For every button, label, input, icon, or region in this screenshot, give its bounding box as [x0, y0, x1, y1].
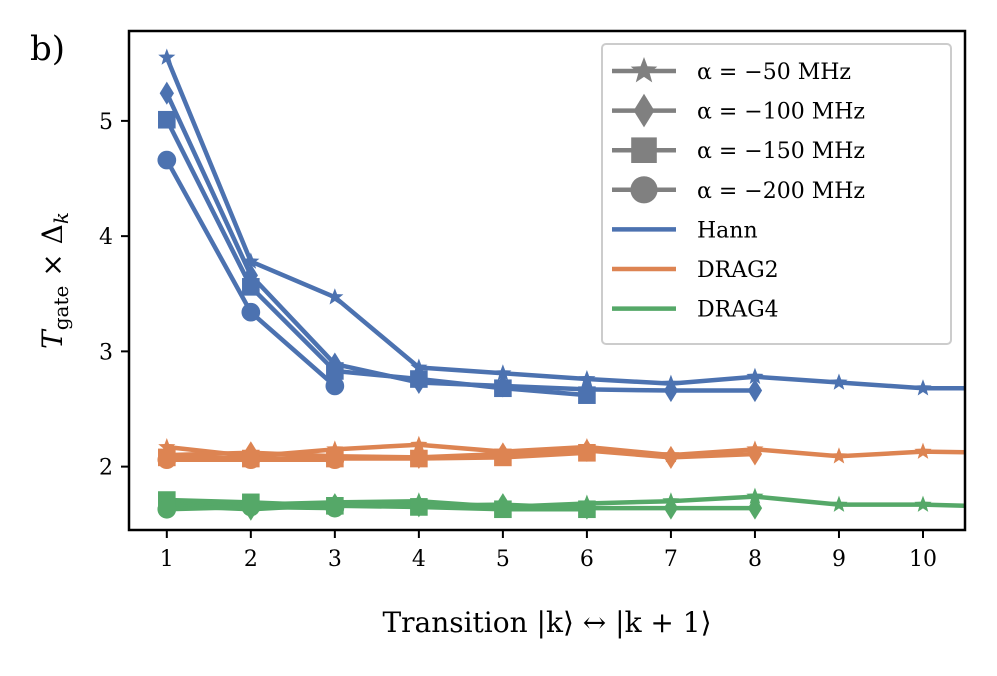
data-point-hann-alpha-50-1	[158, 48, 176, 65]
data-point-drag4-alpha-100-8	[747, 496, 763, 520]
data-point-drag4-alpha-50-8	[746, 487, 764, 504]
x-tick-label-3: 3	[328, 547, 342, 572]
axes: 1 2 3 4 5 6 7 8 9 10 2 3 4 5 Transition |k⟩ ↔ |k + 1⟩ T…	[36, 29, 967, 639]
data-point-hann-alpha-200-2	[241, 302, 261, 322]
data-point-drag2-alpha-200-3	[325, 450, 345, 470]
data-point-hann-alpha-50-5	[494, 364, 512, 381]
series-line-hann-alpha-150	[164, 117, 590, 398]
data-point-hann-alpha-50-3	[326, 288, 344, 305]
legend-label: Hann	[697, 218, 758, 243]
data-point-drag4-alpha-150-5	[494, 500, 512, 519]
data-point-hann-alpha-50-8	[746, 367, 764, 385]
x-tick-label-9: 9	[832, 547, 846, 572]
y-axis-label-part: × Δ	[36, 224, 69, 285]
data-point-drag4-alpha-100-7	[663, 496, 679, 520]
y-tick-label-5: 5	[99, 110, 113, 135]
legend-marker-square	[631, 137, 657, 163]
legend-label: α = −200 MHz	[697, 179, 865, 204]
data-point-hann-alpha-50-9	[830, 373, 848, 390]
data-point-hann-alpha-150-3	[326, 362, 344, 380]
x-tick-label-1: 1	[160, 547, 174, 572]
y-tick-label-4: 4	[99, 225, 113, 250]
data-point-hann-alpha-150-2	[242, 278, 260, 296]
legend-entry-1: α = −50 MHz	[612, 57, 851, 85]
data-point-drag2-alpha-150-6	[578, 443, 596, 462]
data-point-hann-alpha-50-2	[242, 252, 260, 269]
plot-frame	[127, 29, 967, 532]
legend-label: α = −50 MHz	[697, 60, 851, 85]
x-tick-label-7: 7	[664, 547, 678, 572]
data-point-drag4-alpha-50-10	[914, 495, 932, 512]
data-point-hann-alpha-100-8	[747, 379, 763, 403]
series-line-drag4-alpha-150	[164, 497, 590, 512]
panel-label: b)	[30, 29, 65, 69]
data-point-drag4-alpha-50-9	[830, 495, 848, 512]
x-tick-label-2: 2	[244, 547, 258, 572]
data-point-hann-alpha-150-6	[578, 386, 596, 404]
legend: α = −50 MHz α = −100 MHz α = −150 MHz α = −…	[601, 43, 952, 345]
legend-box	[601, 43, 952, 345]
x-tick-label-10: 10	[909, 547, 937, 572]
y-axis-label: Tgate × Δk	[36, 212, 73, 349]
legend-entry-3: α = −150 MHz	[612, 137, 865, 164]
data-point-hann-alpha-50-10	[914, 379, 932, 396]
data-point-drag4-alpha-150-6	[578, 500, 596, 519]
y-axis-label-part: k	[49, 212, 73, 224]
data-point-drag2-alpha-150-4	[410, 449, 428, 468]
x-tick-label-5: 5	[496, 547, 510, 572]
legend-label: α = −100 MHz	[697, 100, 865, 125]
data-point-drag2-alpha-50-9	[830, 447, 848, 464]
data-point-drag2-alpha-50-4	[410, 435, 428, 452]
data-point-hann-alpha-150-5	[494, 379, 512, 398]
legend-entry-5: Hann	[612, 218, 758, 243]
legend-label: α = −150 MHz	[697, 139, 865, 164]
legend-label: DRAG2	[697, 258, 779, 283]
data-point-drag4-alpha-200-2	[241, 497, 261, 517]
data-point-hann-alpha-50-4	[410, 358, 428, 375]
legend-label: DRAG4	[697, 298, 779, 323]
data-point-drag2-alpha-150-5	[494, 448, 512, 467]
plot-area	[157, 48, 965, 521]
legend-entry-4: α = −200 MHz	[612, 176, 865, 204]
data-point-drag2-alpha-100-8	[747, 442, 763, 466]
data-point-hann-alpha-200-1	[157, 150, 177, 170]
legend-marker-diamond	[633, 93, 655, 128]
data-point-drag2-alpha-200-1	[157, 450, 177, 470]
legend-marker-star	[630, 57, 658, 83]
x-tick-label-8: 8	[748, 547, 762, 572]
data-point-drag2-alpha-100-7	[663, 445, 679, 469]
y-tick-label-2: 2	[99, 456, 113, 481]
legend-marker-circle	[630, 176, 658, 204]
data-point-drag2-alpha-50-10	[914, 442, 932, 459]
y-axis-label-part: gate	[49, 286, 73, 331]
data-point-drag4-alpha-150-4	[410, 498, 428, 516]
legend-entry-2: α = −100 MHz	[612, 93, 865, 128]
x-tick-label-6: 6	[580, 547, 594, 572]
x-tick-label-4: 4	[412, 547, 426, 572]
data-point-drag4-alpha-200-1	[157, 499, 177, 519]
series-line-drag2-alpha-100	[164, 448, 758, 460]
data-point-hann-alpha-100-1	[159, 81, 174, 105]
legend-entry-6: DRAG2	[612, 258, 779, 283]
data-point-hann-alpha-100-7	[663, 379, 679, 403]
data-point-hann-alpha-200-3	[325, 376, 345, 396]
data-point-hann-alpha-150-1	[158, 110, 176, 129]
data-point-drag2-alpha-200-2	[241, 450, 261, 470]
y-axis-label-part: T	[36, 328, 69, 349]
data-point-drag4-alpha-200-3	[325, 498, 345, 518]
x-axis-label: Transition |k⟩ ↔ |k + 1⟩	[382, 606, 711, 639]
legend-entry-7: DRAG4	[612, 298, 779, 323]
data-point-hann-alpha-150-4	[410, 370, 428, 388]
y-tick-label-3: 3	[99, 340, 113, 365]
